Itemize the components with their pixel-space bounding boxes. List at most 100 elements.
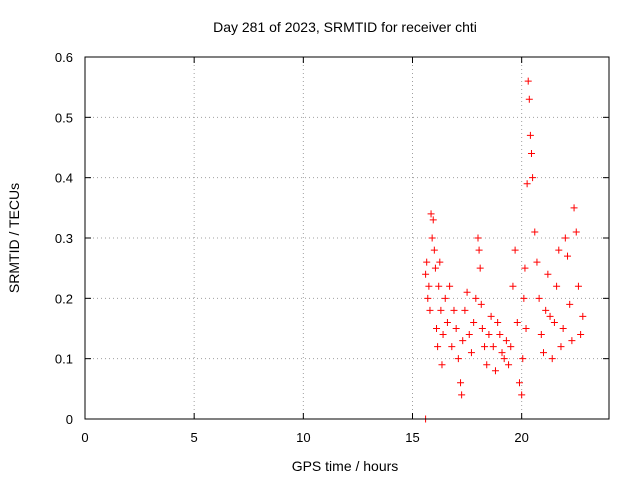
data-point [477, 300, 485, 308]
data-point [555, 246, 563, 254]
data-point [465, 331, 473, 339]
data-point [550, 318, 558, 326]
data-point [458, 391, 466, 399]
data-point [441, 294, 449, 302]
y-axis-label: SRMTID / TECUs [6, 183, 22, 293]
data-point [515, 379, 523, 387]
data-point [429, 216, 437, 224]
data-point [463, 288, 471, 296]
data-point [537, 331, 545, 339]
data-point [522, 325, 530, 332]
data-point [436, 258, 444, 266]
data-point [496, 331, 504, 339]
data-point [467, 349, 475, 357]
data-point [566, 300, 574, 308]
data-point [443, 318, 451, 326]
data-point [422, 270, 430, 278]
data-point [439, 331, 447, 339]
data-point [459, 337, 467, 345]
data-point [435, 282, 443, 290]
x-tick-label: 5 [191, 430, 198, 445]
data-point [574, 282, 582, 290]
data-point [529, 174, 537, 182]
data-points [422, 77, 587, 423]
data-point [520, 294, 528, 302]
data-point [572, 228, 580, 236]
data-point [546, 312, 554, 320]
x-tick-label: 20 [514, 430, 528, 445]
data-point [491, 367, 499, 375]
plot-frame [84, 56, 610, 420]
y-tick-labels: 0 0.1 0.2 0.3 0.4 0.5 0.6 [55, 50, 73, 427]
data-point [434, 343, 442, 351]
data-point [518, 391, 526, 399]
data-point [500, 355, 508, 363]
data-point [519, 355, 527, 363]
data-point [570, 204, 578, 212]
data-point [426, 306, 434, 314]
data-point [448, 343, 456, 351]
data-point [498, 349, 506, 357]
data-point [524, 77, 532, 85]
data-point [505, 361, 513, 369]
data-point [579, 312, 587, 320]
y-tick-label: 0.3 [55, 231, 73, 246]
data-point [523, 180, 531, 188]
data-point [527, 150, 535, 158]
data-point [437, 306, 445, 314]
data-point [535, 294, 543, 302]
data-point [513, 318, 521, 326]
axis-ticks [84, 56, 609, 420]
data-point [557, 343, 565, 351]
data-point [525, 95, 533, 103]
y-tick-label: 0.1 [55, 352, 73, 367]
data-point [438, 361, 446, 369]
y-tick-label: 0.6 [55, 50, 73, 65]
data-point [431, 264, 439, 272]
data-point [509, 282, 517, 290]
data-point [540, 349, 547, 357]
x-tick-label: 0 [81, 430, 88, 445]
data-point [483, 361, 491, 369]
data-point [511, 246, 519, 254]
y-tick-label: 0.5 [55, 110, 73, 125]
x-axis-label: GPS time / hours [292, 458, 399, 474]
data-point [478, 325, 486, 332]
data-point [428, 234, 436, 242]
data-point [502, 337, 510, 345]
data-point [568, 337, 576, 345]
data-point [446, 282, 454, 290]
data-point [424, 294, 432, 302]
data-point [544, 270, 552, 278]
y-tick-label: 0 [66, 412, 73, 427]
y-tick-label: 0.2 [55, 291, 73, 306]
data-point [472, 294, 480, 302]
data-point [577, 331, 585, 339]
data-point [533, 258, 541, 266]
data-point [494, 318, 502, 326]
data-point [521, 264, 529, 272]
data-point [487, 312, 495, 320]
data-point [542, 306, 550, 314]
data-point [474, 234, 482, 242]
x-tick-label: 10 [296, 430, 310, 445]
data-point [559, 325, 567, 332]
data-point [427, 210, 435, 218]
x-tick-labels: 0 5 10 15 20 [81, 430, 529, 445]
data-point [470, 318, 478, 326]
data-point [548, 355, 556, 363]
data-point [430, 246, 438, 254]
grid-lines [85, 57, 609, 419]
data-point [461, 306, 469, 314]
data-point [452, 325, 460, 332]
data-point [526, 131, 534, 139]
data-point [564, 252, 572, 260]
data-point [531, 228, 539, 236]
data-point [423, 258, 431, 266]
data-point [475, 246, 483, 254]
data-point [489, 343, 497, 351]
data-point [507, 343, 515, 351]
data-point [454, 355, 462, 363]
x-tick-label: 15 [405, 430, 419, 445]
